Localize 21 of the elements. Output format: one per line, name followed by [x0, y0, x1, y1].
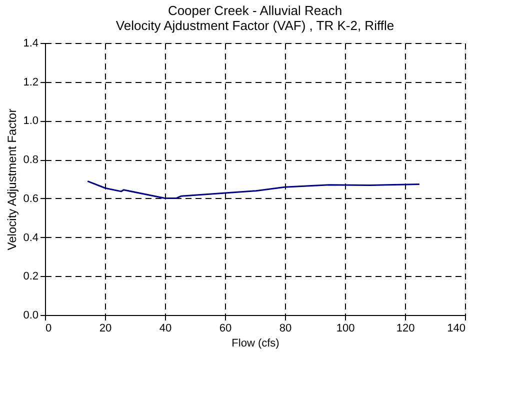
y-tick-label: 0.6	[23, 192, 38, 205]
x-tick-label: 20	[99, 322, 112, 334]
y-tick-label: 0.4	[23, 232, 38, 244]
y-tick-label: 0.8	[23, 154, 38, 166]
y-tick-label: 0.2	[23, 270, 38, 283]
line-series	[86, 180, 420, 199]
x-tick-label: 40	[159, 322, 172, 334]
x-tick-label: 60	[219, 322, 232, 334]
y-tick-label: 0.0	[23, 310, 38, 322]
x-tick-label: 100	[336, 322, 355, 334]
y-tick-label: 1.2	[23, 76, 38, 88]
text: Cooper Creek - Alluvial Reach	[168, 3, 342, 18]
x-tick-label: 120	[396, 322, 415, 334]
x-tick-label: 140	[447, 322, 466, 334]
y-tick-label: 1.4	[23, 38, 38, 50]
y-tick-label: 1.0	[23, 115, 38, 128]
x-axis-title: Flow (cfs)	[232, 338, 280, 350]
y-axis-title: Velocity Adjustment Factor	[5, 108, 20, 250]
text: Velocity Ajdustment Factor (VAF) , TR K-2, Riffle	[116, 18, 394, 33]
x-tick-label: 80	[279, 322, 292, 334]
x-tick-label: 0	[46, 322, 52, 334]
